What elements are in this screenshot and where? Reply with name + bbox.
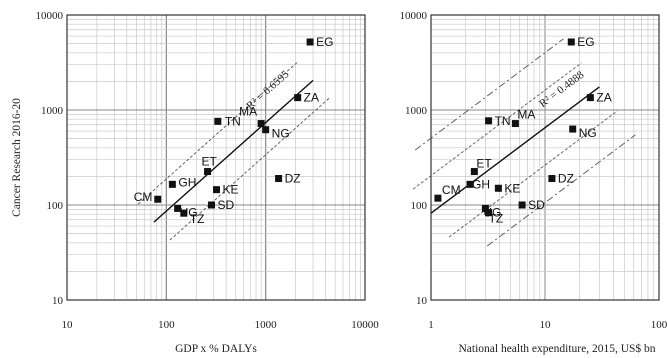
point-label: GH xyxy=(178,175,196,189)
prediction-band xyxy=(486,134,636,247)
data-point xyxy=(466,180,474,188)
y-tick-label: 1000 xyxy=(41,105,64,117)
data-point xyxy=(434,194,442,202)
point-label: EG xyxy=(577,35,594,49)
data-point xyxy=(586,94,594,102)
data-point xyxy=(154,195,162,203)
gridlines xyxy=(430,14,660,301)
data-point xyxy=(569,125,577,133)
data-point xyxy=(485,209,493,217)
data-point xyxy=(567,38,575,46)
point-label: DZ xyxy=(558,172,574,186)
y-tick-label: 10000 xyxy=(400,10,428,22)
x-tick-label: 10000 xyxy=(351,319,379,331)
point-label: ZA xyxy=(304,91,319,105)
point-label: TZ xyxy=(489,212,504,226)
x-tick-label: 100 xyxy=(158,319,175,331)
confidence-band xyxy=(412,62,582,190)
data-point xyxy=(481,204,489,212)
data-point xyxy=(180,209,188,217)
data-point xyxy=(494,184,502,192)
data-point xyxy=(208,201,216,209)
point-label: DZ xyxy=(285,172,301,186)
y-tick-label: 1000 xyxy=(405,105,428,117)
point-label: KE xyxy=(223,183,239,197)
point-label: MA xyxy=(517,108,535,122)
x-tick-label: 10 xyxy=(62,319,74,331)
point-label: TN xyxy=(495,114,511,128)
x-tick-label: 1000 xyxy=(255,319,278,331)
data-point xyxy=(470,168,478,176)
point-label: KE xyxy=(504,181,520,195)
regression-line xyxy=(153,79,314,223)
chart-panel-1: 10 100 1000 10000 10 100 1000 10000 GDP x % DALY… xyxy=(11,10,379,355)
data-point xyxy=(262,126,270,134)
y-tick-label: 100 xyxy=(47,200,64,212)
point-label: ET xyxy=(202,155,218,169)
data-point xyxy=(275,175,283,183)
data-point xyxy=(518,201,526,209)
data-point xyxy=(257,120,265,128)
point-label: NG xyxy=(579,126,597,140)
data-point xyxy=(485,117,493,125)
point-label: ZA xyxy=(596,91,611,105)
data-point xyxy=(213,186,221,194)
data-point xyxy=(204,168,212,176)
y-tick-label: 10 xyxy=(416,295,428,307)
point-label: CM xyxy=(134,190,153,204)
point-label: CM xyxy=(442,183,461,197)
data-point xyxy=(306,38,314,46)
data-point xyxy=(168,180,176,188)
data-point xyxy=(511,120,519,128)
data-point xyxy=(174,204,182,212)
point-label: GH xyxy=(472,177,490,191)
y-tick-label: 10000 xyxy=(36,10,64,22)
y-axis-label: Cancer Research 2016-20 xyxy=(11,98,23,217)
point-label: SD xyxy=(218,198,235,212)
x-axis-label: National health expenditure, 2015, US$ b… xyxy=(458,342,655,355)
point-label: ET xyxy=(476,157,492,171)
y-tick-label: 10 xyxy=(52,295,64,307)
plot-frame xyxy=(66,14,366,301)
confidence-band xyxy=(448,110,618,238)
x-tick-label: 100 xyxy=(651,319,667,331)
regression-line xyxy=(430,86,600,214)
x-tick-label: 1 xyxy=(428,319,434,331)
point-label: EG xyxy=(316,35,333,49)
point-label: TZ xyxy=(190,212,205,226)
gridlines xyxy=(66,14,366,301)
point-label: TN xyxy=(225,114,241,128)
plot-frame xyxy=(430,14,660,301)
data-point xyxy=(214,117,222,125)
point-label: MA xyxy=(239,105,257,119)
point-label: SD xyxy=(528,198,545,212)
confidence-band xyxy=(137,62,298,205)
x-axis-label: GDP x % DALYs xyxy=(175,343,257,355)
prediction-band xyxy=(414,38,564,151)
point-label: NG xyxy=(272,127,290,141)
x-tick-label: 10 xyxy=(540,319,552,331)
y-tick-label: 100 xyxy=(411,200,428,212)
data-point xyxy=(548,175,556,183)
confidence-band xyxy=(169,97,330,241)
data-point xyxy=(294,94,302,102)
